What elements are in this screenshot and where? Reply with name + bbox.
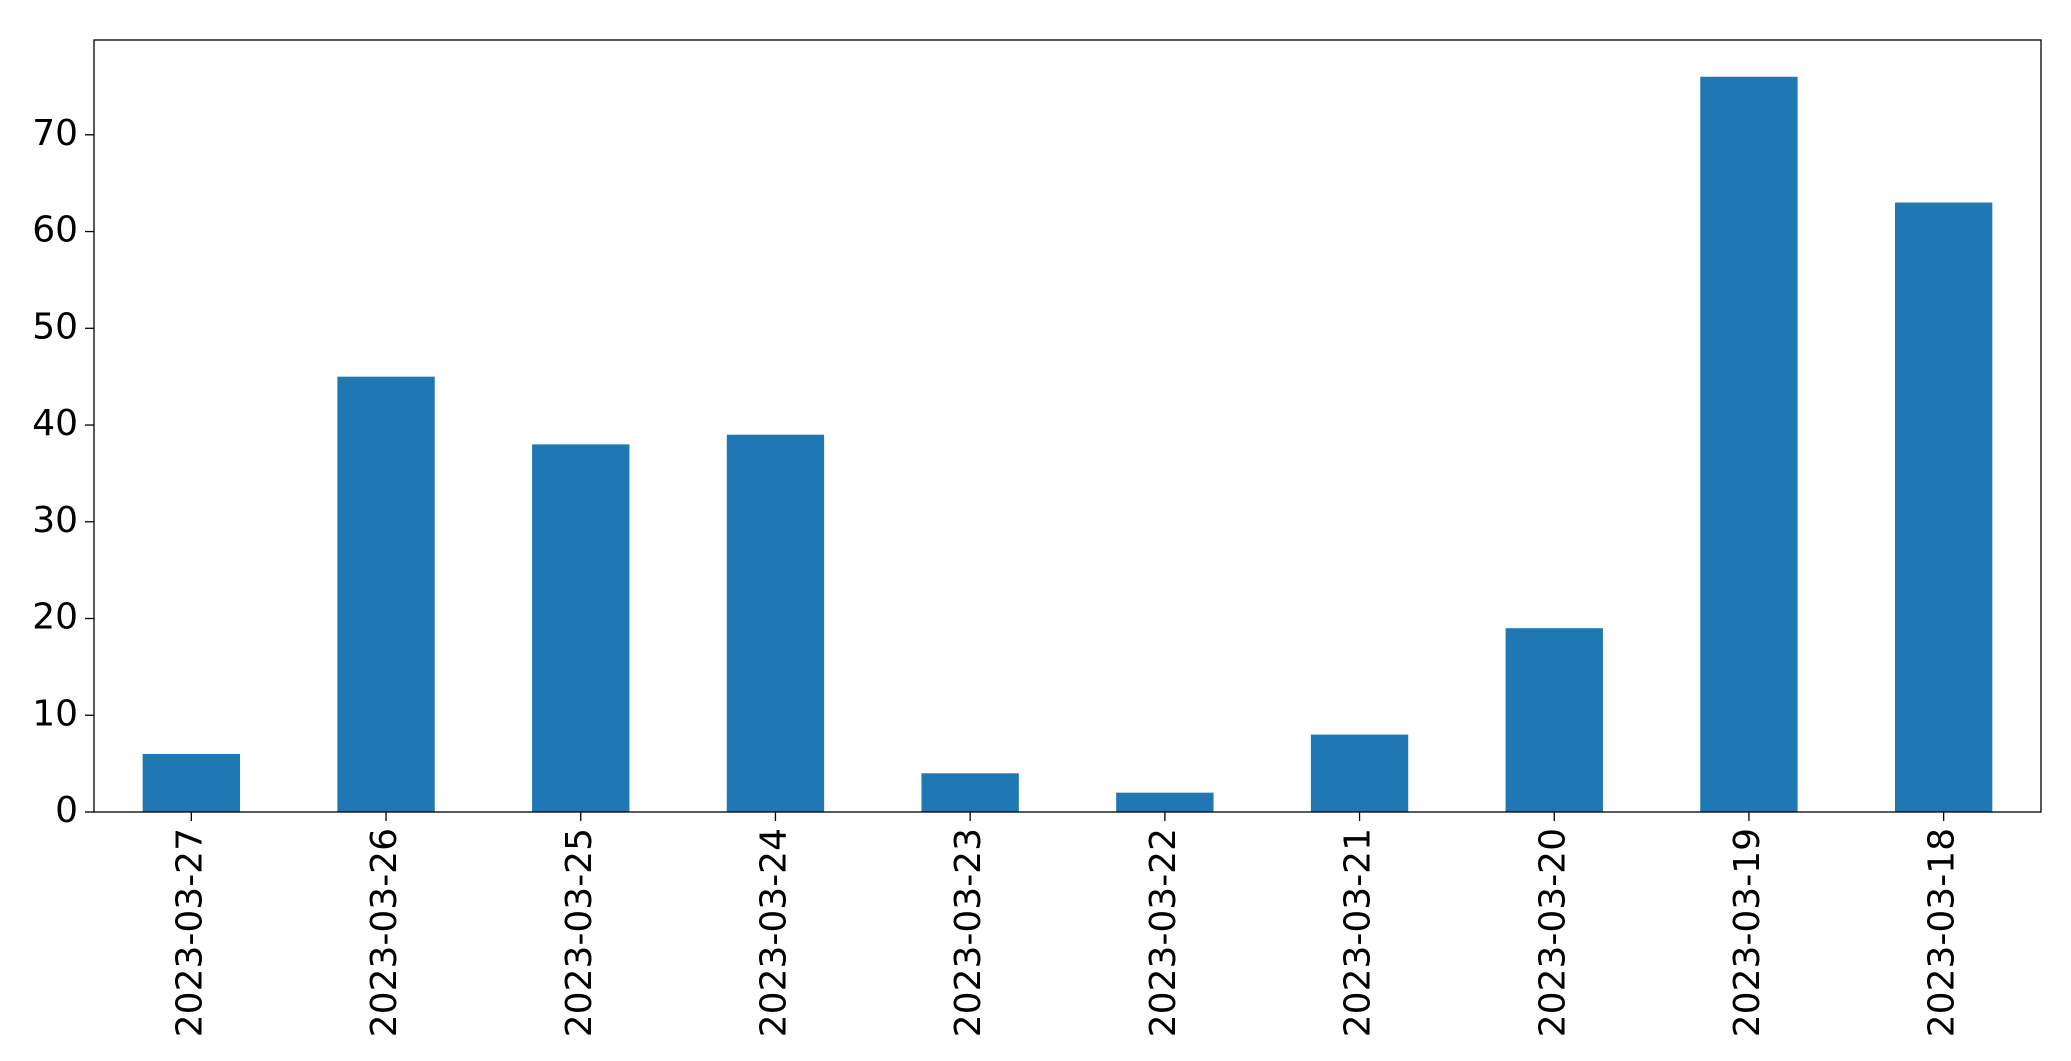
y-tick-label: 10 <box>32 693 78 734</box>
bar <box>532 444 630 812</box>
x-tick-label: 2023-03-21 <box>1338 828 1379 1037</box>
bar <box>142 753 241 812</box>
bar <box>1505 628 1603 812</box>
x-tick-label: 2023-03-19 <box>1727 828 1768 1037</box>
plot-frame <box>93 39 2042 813</box>
x-tick-label: 2023-03-27 <box>169 828 210 1037</box>
x-tick-label: 2023-03-26 <box>364 828 405 1037</box>
bar <box>337 376 435 812</box>
y-tick-label: 0 <box>55 790 78 831</box>
y-tick-label: 70 <box>32 113 78 154</box>
y-tick-label: 60 <box>32 210 78 251</box>
x-tick-label: 2023-03-20 <box>1532 828 1573 1037</box>
y-tick-label: 20 <box>32 597 78 638</box>
x-tick-label: 2023-03-23 <box>948 828 989 1037</box>
bar <box>1894 202 1993 813</box>
x-tick-label: 2023-03-25 <box>559 828 600 1037</box>
y-tick-label: 40 <box>32 403 78 444</box>
bar <box>726 434 825 812</box>
bar <box>1116 792 1214 812</box>
y-tick-label: 50 <box>32 306 78 347</box>
y-tick-label: 30 <box>32 500 78 541</box>
x-tick-label: 2023-03-24 <box>753 828 794 1037</box>
bar <box>1700 76 1798 812</box>
bar <box>1310 734 1409 812</box>
bar <box>921 773 1019 812</box>
x-tick-label: 2023-03-22 <box>1143 828 1184 1037</box>
x-tick-label: 2023-03-18 <box>1922 828 1963 1037</box>
